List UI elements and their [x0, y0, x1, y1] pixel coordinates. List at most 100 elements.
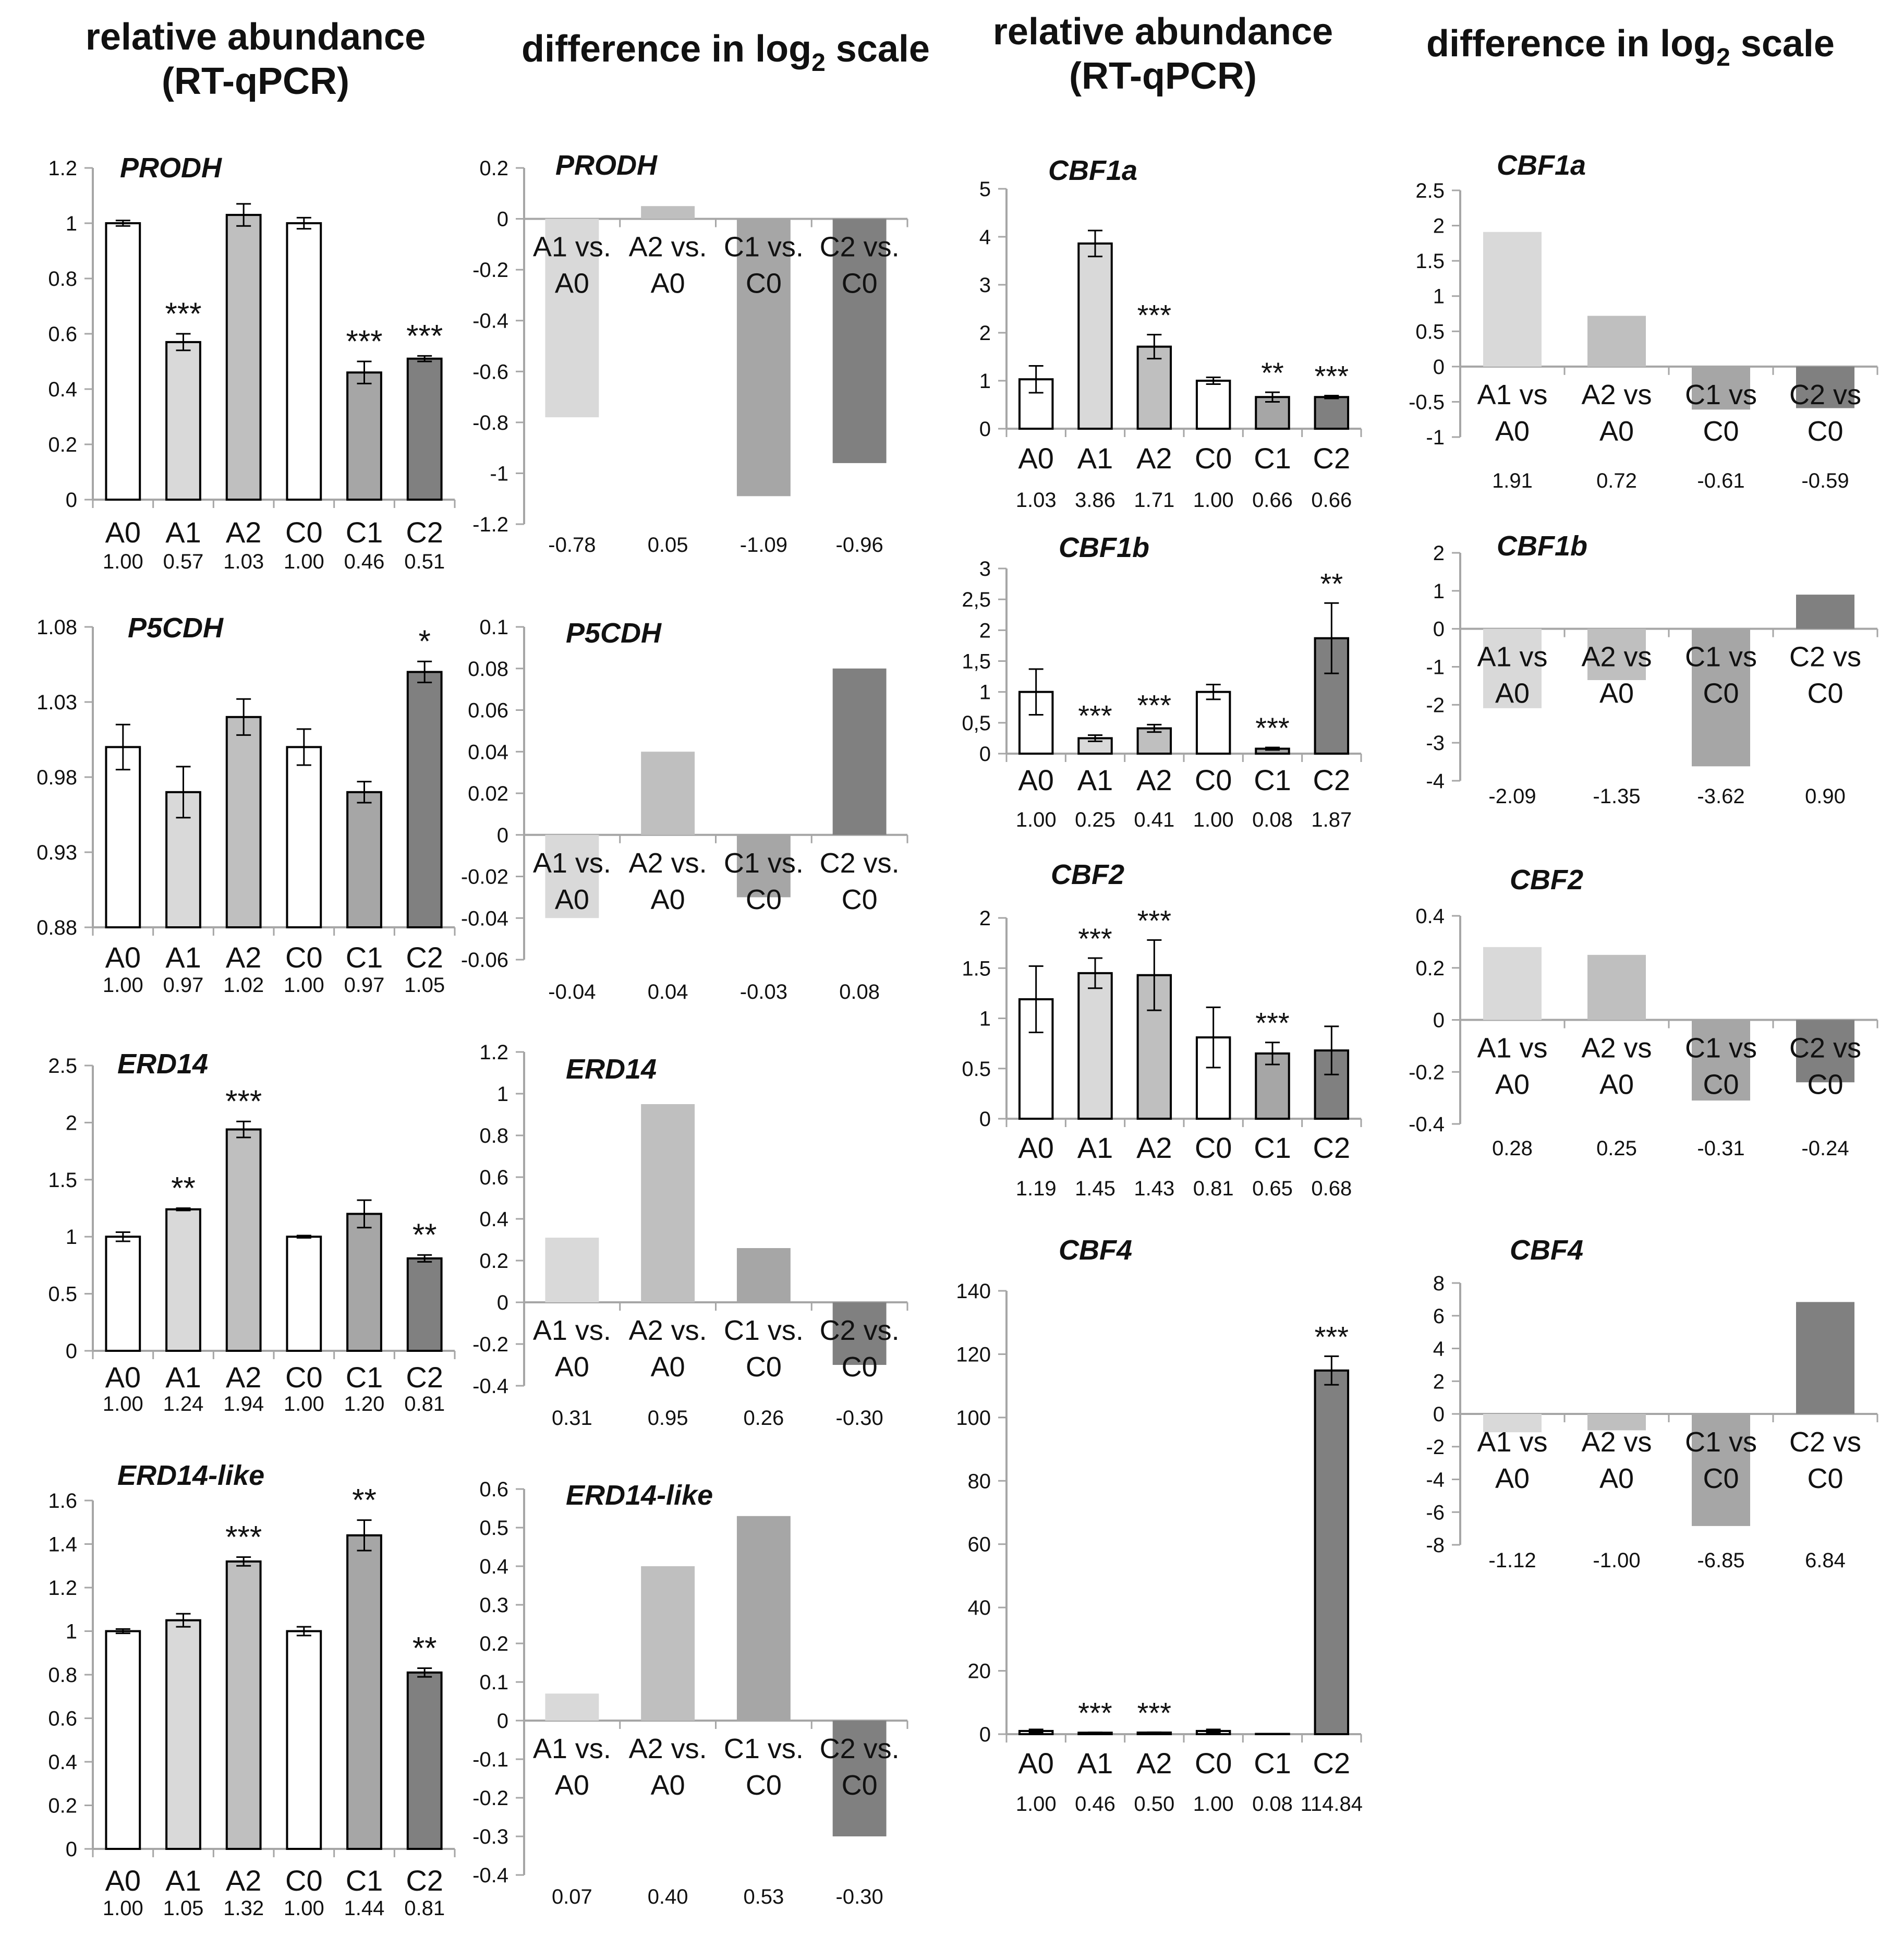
category-label: C0 [1703, 1463, 1739, 1494]
category-label: A0 [651, 1770, 685, 1801]
category-label: C0 [285, 941, 323, 974]
category-label: C1 [1254, 1131, 1291, 1164]
category-label: C0 [746, 884, 782, 915]
value-label: 1.00 [103, 1393, 143, 1415]
bar-C0 [286, 222, 322, 501]
category-label: A0 [1495, 678, 1530, 709]
category-label: A2 [1136, 442, 1172, 475]
y-tick-label: 0.6 [48, 1708, 77, 1731]
value-label: -1.35 [1593, 785, 1640, 808]
bar-C1 [1692, 366, 1750, 410]
value-label: -1.12 [1488, 1549, 1536, 1572]
category-label: C0 [1703, 416, 1739, 447]
bar-A1 [1483, 628, 1542, 708]
chart-erd14-log: ERD14 -0.4 -0.2 0 0.2 0.4 0.6 0.8 1 1.2 A1 vs. A0 0.… [472, 1041, 908, 1430]
value-label: -2.09 [1488, 785, 1536, 808]
category-label: C0 [1703, 678, 1739, 709]
category-label: A0 [555, 268, 589, 299]
y-tick-label: 2 [979, 322, 991, 345]
category-label: A1 vs [1477, 379, 1547, 410]
y-tick-label: -2 [1426, 694, 1445, 717]
y-tick-label: -3 [1426, 732, 1445, 755]
chart-cbf1a-log: CBF1a -1 -0.5 0 0.5 1 1.5 2 2.5 A1 vs A0 1.91 A2 vs A… [1409, 150, 1878, 492]
y-tick-label: 2 [66, 1111, 77, 1134]
category-label: A2 [1136, 1747, 1172, 1780]
y-tick-label: 0.4 [1415, 905, 1445, 928]
y-tick-label: 0 [497, 1710, 508, 1733]
value-label: -0.04 [548, 981, 596, 1003]
chart-title: CBF1a [1048, 155, 1137, 186]
value-label: 0.81 [404, 1393, 445, 1415]
category-label: A1 vs [1477, 1426, 1547, 1458]
y-tick-label: 1.08 [37, 616, 77, 639]
category-label: C0 [1807, 416, 1843, 447]
y-tick-label: 0 [66, 489, 77, 512]
y-tick-label: 20 [968, 1660, 991, 1683]
value-label: 1.00 [103, 1897, 143, 1920]
value-label: 0.08 [1252, 808, 1293, 831]
category-label: C0 [746, 268, 782, 299]
value-label: 0.05 [648, 534, 688, 556]
category-label: C1 [346, 1864, 383, 1897]
y-tick-label: 1.5 [962, 957, 991, 980]
y-tick-label: 2.5 [1415, 179, 1445, 202]
category-label: A2 vs. [629, 1315, 707, 1346]
value-label: 1.20 [344, 1393, 385, 1415]
value-label: -0.24 [1801, 1137, 1849, 1160]
chart-cbf4-log: CBF4 -8 -6 -4 -2 0 2 4 6 8 A1 vs A0 -1.12 A2 vs A0 -1.0… [1426, 1235, 1878, 1572]
bar-A1 [1483, 1414, 1542, 1433]
significance-mark: *** [1137, 688, 1171, 721]
category-label: C0 [1703, 1069, 1739, 1100]
y-tick-label: 1.5 [48, 1169, 77, 1192]
y-tick-label: 120 [956, 1343, 991, 1366]
y-tick-label: 1 [979, 1008, 991, 1031]
y-tick-label: 0.02 [468, 782, 508, 805]
value-label: 0.50 [1134, 1793, 1174, 1816]
category-label: A2 vs. [629, 232, 707, 263]
y-tick-label: 2 [979, 907, 991, 930]
category-label: A1 vs. [533, 232, 611, 263]
y-tick-label: -0.4 [472, 1864, 508, 1887]
y-tick-label: 0.5 [479, 1517, 508, 1540]
y-tick-label: 0 [66, 1340, 77, 1363]
y-tick-label: 0.08 [468, 658, 508, 681]
chart-title: PRODH [555, 150, 658, 181]
category-label: C0 [1195, 442, 1232, 475]
header-col3-line1: relative abundance [993, 11, 1333, 53]
value-label: 1.87 [1311, 808, 1352, 831]
value-label: 1.00 [1016, 1793, 1057, 1816]
y-tick-label: 0 [979, 1108, 991, 1131]
value-label: 1.19 [1016, 1177, 1057, 1200]
bar-A1 [165, 341, 201, 501]
bar-C1 [736, 219, 791, 497]
y-tick-label: 0.8 [479, 1124, 508, 1147]
category-label: A0 [555, 1351, 589, 1383]
y-tick-label: -0.3 [472, 1825, 508, 1848]
y-tick-label: 0.5 [48, 1283, 77, 1306]
value-label: 0.28 [1492, 1137, 1533, 1160]
y-tick-label: -1.2 [472, 513, 508, 536]
y-tick-label: 2 [1433, 542, 1445, 565]
value-label: 1.00 [1016, 808, 1057, 831]
y-tick-label: -1 [490, 462, 508, 485]
value-label: 0.46 [344, 550, 385, 573]
significance-mark: *** [346, 324, 382, 359]
category-label: A2 vs. [629, 1733, 707, 1764]
category-label: A2 [226, 941, 262, 974]
y-tick-label: 0.4 [479, 1208, 508, 1231]
bar-A1 [545, 834, 599, 918]
y-tick-label: 0.98 [37, 766, 77, 789]
category-label: C2 vs. [820, 232, 900, 263]
category-label: A1 [165, 516, 201, 549]
bar-C2 [832, 1302, 887, 1365]
category-label: A0 [651, 1351, 685, 1383]
category-label: A2 vs [1581, 1033, 1652, 1064]
y-tick-label: 80 [968, 1470, 991, 1493]
value-label: 3.86 [1075, 489, 1115, 512]
y-tick-label: 1.5 [1415, 250, 1445, 273]
y-tick-label: 0.88 [37, 916, 77, 939]
y-tick-label: 1 [66, 1226, 77, 1249]
significance-mark: ** [1320, 567, 1343, 600]
y-tick-label: 0 [979, 418, 991, 441]
